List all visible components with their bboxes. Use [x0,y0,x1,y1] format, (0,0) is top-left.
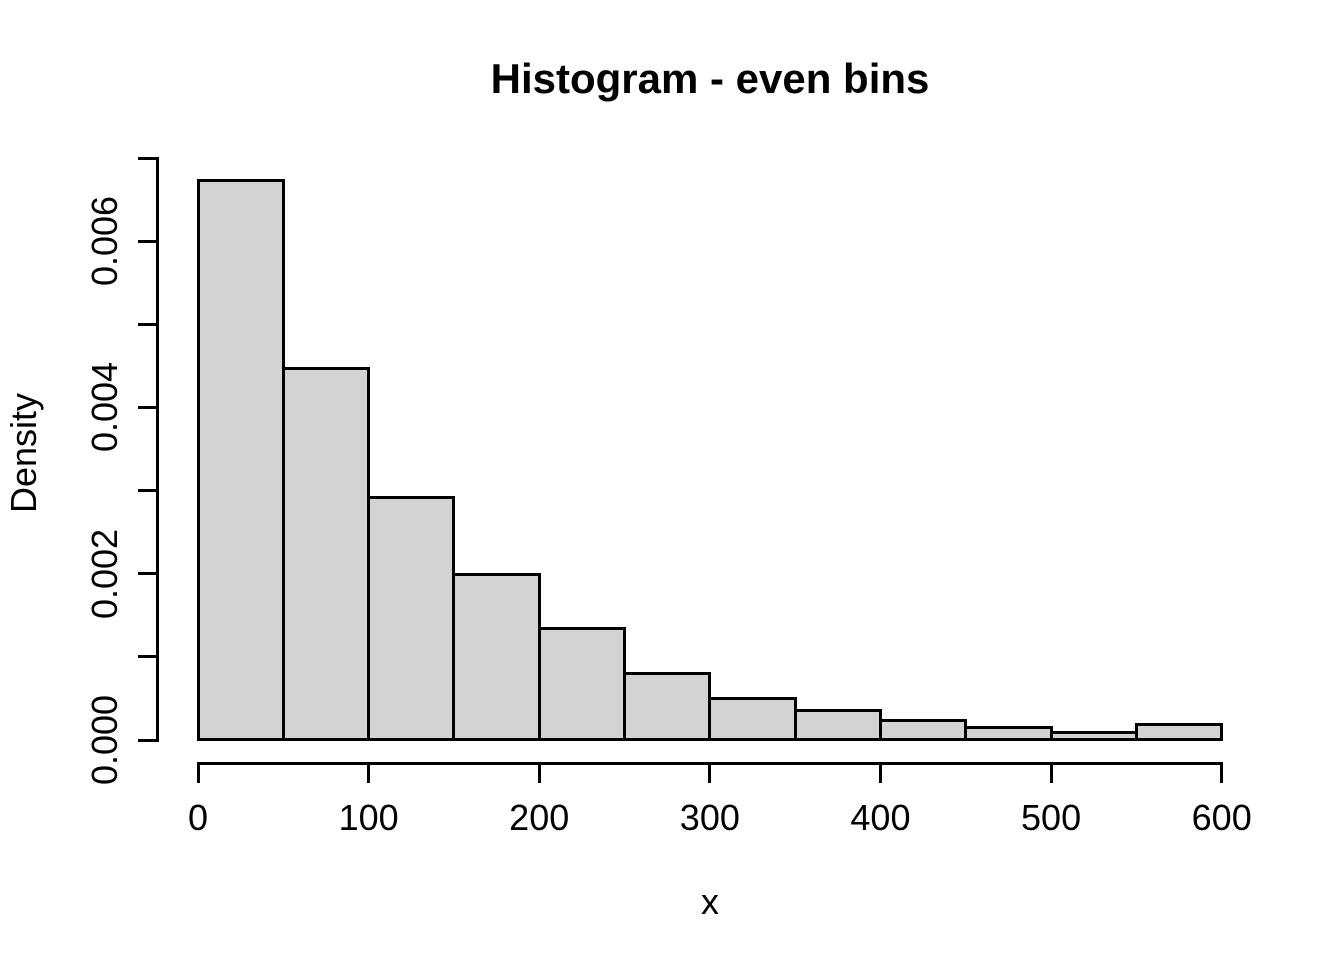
histogram-bar [281,366,371,742]
histogram-bar [964,726,1053,742]
y-axis-line [155,156,159,742]
x-tick-label: 0 [187,797,209,838]
chart-title: Histogram - even bins [0,58,1344,100]
x-tick [1049,764,1053,783]
y-tick-label: 0.006 [84,196,125,287]
histogram-bar [878,718,968,742]
x-tick [878,764,882,783]
x-tick [1220,764,1224,783]
chart-title-text: Histogram - even bins [490,55,930,102]
x-tick-label: 300 [679,797,740,838]
histogram-bar [452,573,541,742]
x-tick-label: 200 [509,797,570,838]
y-axis-label: Density [3,392,44,514]
x-tick [367,764,371,783]
x-tick-label: 400 [850,797,911,838]
y-tick [137,405,156,409]
histogram-bar [1049,731,1138,742]
histogram-bar [793,709,882,742]
histogram-bar [623,671,712,742]
histogram-bar [367,495,456,742]
x-tick [708,764,712,783]
x-axis-line [196,761,1224,765]
x-tick-label: 600 [1191,797,1252,838]
y-tick [137,655,156,659]
y-tick [137,572,156,576]
y-tick [137,738,156,742]
x-tick-label: 500 [1021,797,1082,838]
y-tick [137,489,156,493]
x-tick-label: 100 [338,797,399,838]
x-axis-label: x [701,881,719,922]
x-tick [196,764,200,783]
histogram-bar [1134,722,1224,742]
y-tick-label: 0.000 [84,694,125,786]
y-tick-label: 0.002 [84,528,125,619]
y-tick-label: 0.004 [84,362,125,453]
y-tick [137,156,156,160]
histogram-bar [537,627,627,742]
y-tick [137,322,156,326]
histogram-bar [196,178,285,742]
x-tick [537,764,541,783]
histogram-bar [708,696,797,742]
y-tick [137,239,156,243]
